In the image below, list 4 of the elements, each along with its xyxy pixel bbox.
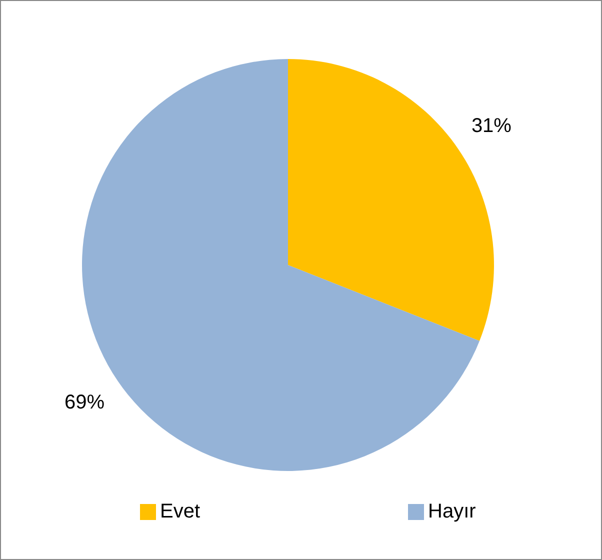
data-label: 31% xyxy=(471,115,512,138)
legend-label: Evet xyxy=(160,500,200,522)
legend-label: Hayır xyxy=(428,500,476,522)
data-label: 69% xyxy=(64,392,105,414)
